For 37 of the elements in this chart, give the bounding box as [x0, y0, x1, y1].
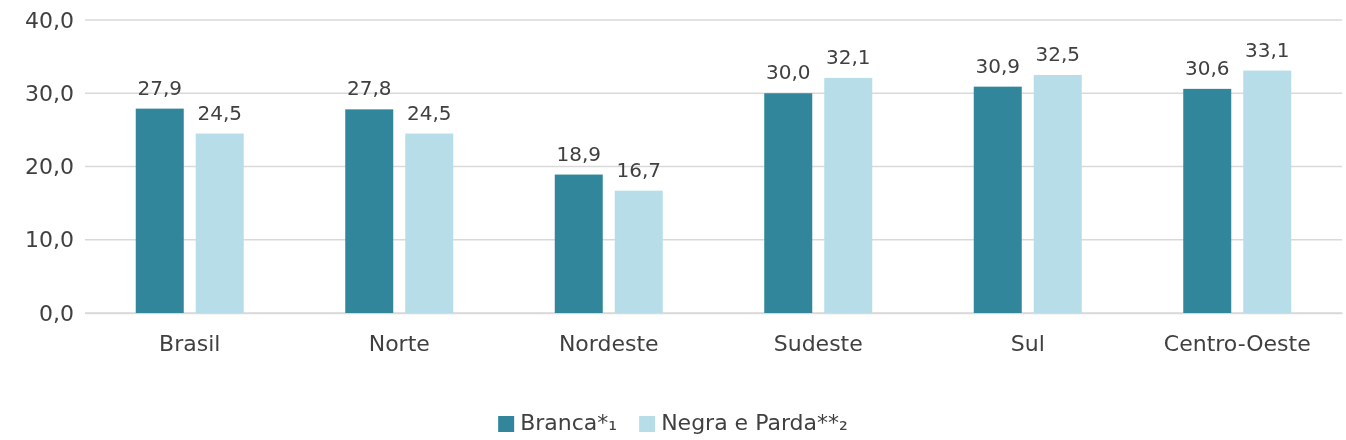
- legend-label: Branca*₁: [520, 410, 618, 435]
- bar: [973, 86, 1022, 313]
- x-tick-label: Nordeste: [558, 331, 659, 357]
- x-tick-label: Brasil: [159, 331, 221, 357]
- data-label: 32,1: [825, 44, 871, 69]
- x-tick-label: Sudeste: [773, 331, 863, 357]
- y-tick-label: 10,0: [25, 227, 74, 253]
- data-label: 16,7: [616, 157, 662, 182]
- bar: [135, 108, 184, 313]
- bar: [554, 174, 603, 313]
- bar: [405, 133, 454, 313]
- y-tick-label: 20,0: [25, 154, 74, 180]
- bar: [195, 133, 244, 313]
- x-tick-label: Sul: [1010, 331, 1045, 357]
- data-label: 30,0: [765, 60, 811, 85]
- data-label: 32,5: [1035, 41, 1081, 66]
- y-tick-label: 0,0: [39, 300, 74, 326]
- x-tick-label: Centro-Oeste: [1163, 331, 1311, 357]
- y-tick-label: 40,0: [25, 7, 74, 33]
- bar: [824, 77, 873, 313]
- bar: [614, 190, 663, 313]
- data-label: 30,9: [975, 53, 1021, 78]
- bar: [1033, 74, 1082, 313]
- y-tick-label: 30,0: [25, 80, 74, 106]
- bar: [764, 93, 813, 313]
- data-label: 18,9: [556, 141, 602, 166]
- data-label: 33,1: [1244, 37, 1290, 62]
- data-label: 27,8: [346, 76, 392, 101]
- data-label: 24,5: [197, 100, 243, 125]
- bar: [345, 109, 394, 313]
- data-label: 30,6: [1184, 55, 1230, 80]
- legend-label: Negra e Parda**₂: [661, 410, 848, 435]
- data-label: 24,5: [406, 100, 452, 125]
- bar: [1243, 70, 1292, 313]
- bar: [1183, 88, 1232, 313]
- x-tick-label: Norte: [368, 331, 430, 357]
- data-label: 27,9: [137, 75, 183, 100]
